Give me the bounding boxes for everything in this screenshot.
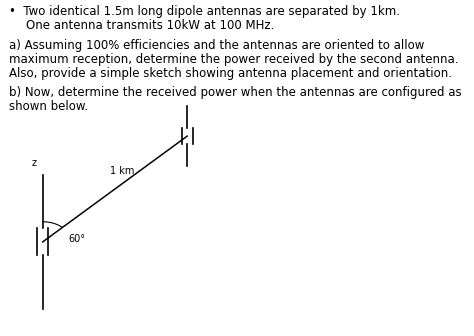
Text: maximum reception, determine the power received by the second antenna.: maximum reception, determine the power r… — [9, 53, 458, 66]
Text: a) Assuming 100% efficiencies and the antennas are oriented to allow: a) Assuming 100% efficiencies and the an… — [9, 39, 424, 52]
Text: Also, provide a simple sketch showing antenna placement and orientation.: Also, provide a simple sketch showing an… — [9, 67, 452, 80]
Text: z: z — [32, 158, 37, 168]
Text: 60°: 60° — [69, 234, 86, 244]
Text: 1 km: 1 km — [110, 166, 135, 175]
Text: •  Two identical 1.5m long dipole antennas are separated by 1km.: • Two identical 1.5m long dipole antenna… — [9, 5, 400, 18]
Text: b) Now, determine the received power when the antennas are configured as: b) Now, determine the received power whe… — [9, 86, 461, 99]
Text: shown below.: shown below. — [9, 100, 88, 113]
Text: One antenna transmits 10kW at 100 MHz.: One antenna transmits 10kW at 100 MHz. — [26, 19, 274, 33]
